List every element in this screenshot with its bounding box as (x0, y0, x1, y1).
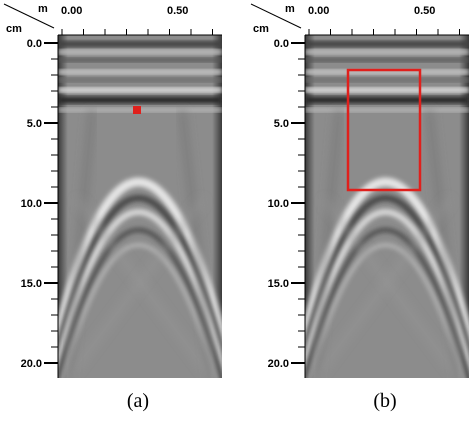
radargram (58, 35, 222, 378)
band (58, 49, 222, 55)
tail (76, 199, 214, 378)
tail (323, 199, 461, 378)
band (58, 58, 222, 62)
tail (66, 199, 204, 378)
y-tick-label: 20.0 (268, 358, 289, 370)
x-tick-label: 0.00 (61, 5, 82, 17)
x-tick-label: 0.50 (414, 5, 435, 17)
band (305, 87, 469, 93)
y-tick-label: 5.0 (274, 118, 289, 130)
band (305, 96, 469, 104)
band (58, 41, 222, 47)
band (305, 78, 469, 82)
hyperbola (305, 195, 469, 362)
caption: (b) (373, 390, 396, 412)
y-tick-label: 15.0 (21, 278, 42, 290)
selection-box (346, 68, 422, 192)
hyperbola (305, 177, 469, 352)
y-tick-label: 5.0 (27, 118, 42, 130)
y-tick-label: 0.0 (27, 38, 42, 50)
band (305, 108, 469, 112)
tail (313, 109, 341, 378)
hyperbola (58, 177, 222, 352)
y-tick-label: 20.0 (21, 358, 42, 370)
y-tick-label: 10.0 (21, 198, 42, 210)
y-tick-label: 10.0 (268, 198, 289, 210)
target-marker (133, 106, 141, 114)
y-tick-label: 15.0 (268, 278, 289, 290)
band (58, 69, 222, 75)
panel: m cm 0.00 0.50 0.0 5.0 10.0 15.0 20.0 (a) (3, 3, 222, 412)
band (305, 49, 469, 55)
corner-line (250, 3, 302, 29)
x-unit: m (285, 3, 295, 15)
band (305, 41, 469, 47)
hyperbola (58, 195, 222, 362)
corner-line (3, 3, 55, 29)
band (58, 87, 222, 93)
y-tick-label: 0.0 (274, 38, 289, 50)
radargram (305, 35, 469, 378)
tail (427, 109, 461, 378)
y-unit: cm (253, 23, 269, 35)
caption: (a) (127, 390, 149, 412)
tail (180, 109, 214, 378)
x-tick-label: 0.00 (308, 5, 329, 17)
y-unit: cm (6, 23, 22, 35)
band (305, 69, 469, 75)
band (305, 58, 469, 62)
panel: m cm 0.00 0.50 0.0 5.0 10.0 15.0 20.0 (b) (250, 3, 469, 412)
band (58, 78, 222, 82)
x-tick-label: 0.50 (167, 5, 188, 17)
tail (313, 199, 451, 378)
band (58, 96, 222, 104)
tail (66, 109, 94, 378)
x-unit: m (38, 3, 48, 15)
